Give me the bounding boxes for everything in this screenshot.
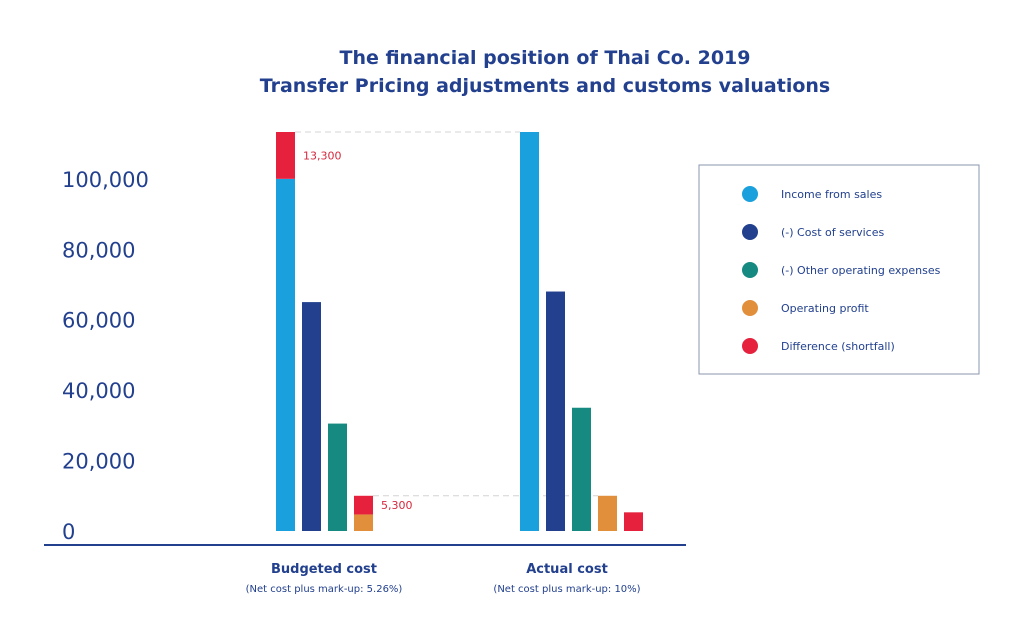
legend-label-cost-of-services: (-) Cost of services xyxy=(781,226,885,239)
category-label-budgeted: Budgeted cost xyxy=(271,562,377,577)
bar-actual-cost-operating-profit xyxy=(598,495,617,531)
y-tick-label: 20,000 xyxy=(62,450,135,474)
bar-actual-cost-difference-shortfall xyxy=(624,512,643,531)
bar-budgeted-cost-income-from-sales xyxy=(276,178,295,532)
y-tick-label: 40,000 xyxy=(62,379,135,403)
legend-marker-operating-profit xyxy=(742,300,758,316)
category-sublabel-actual: (Net cost plus mark-up: 10%) xyxy=(493,584,640,595)
legend-marker-other-operating-expenses xyxy=(742,262,758,278)
y-tick-label: 0 xyxy=(62,520,75,544)
legend-marker-income-from-sales xyxy=(742,186,758,202)
y-tick-label: 60,000 xyxy=(62,309,135,333)
bar-actual-cost-other-operating-expenses xyxy=(572,407,591,531)
chart-title: The financial position of Thai Co. 2019 … xyxy=(260,47,831,97)
chart-title-line-2: Transfer Pricing adjustments and customs… xyxy=(260,75,831,97)
data-label-difference: 13,300 xyxy=(303,149,342,162)
bar-budgeted-cost-difference-on-operating-profit xyxy=(354,495,373,515)
y-tick-label: 100,000 xyxy=(62,168,149,192)
bar-actual-cost-income-from-sales xyxy=(520,132,539,531)
x-axis: Budgeted cost (Net cost plus mark-up: 5.… xyxy=(246,562,641,595)
bar-budgeted-cost-difference-on-income-from-sales xyxy=(276,132,295,179)
legend-marker-cost-of-services xyxy=(742,224,758,240)
reference-lines xyxy=(295,131,598,497)
legend-label-income-from-sales: Income from sales xyxy=(781,188,882,201)
bar-budgeted-cost-operating-profit xyxy=(354,514,373,531)
category-sublabel-budgeted: (Net cost plus mark-up: 5.26%) xyxy=(246,584,403,595)
legend: Income from sales (-) Cost of services (-)… xyxy=(698,164,980,375)
bars xyxy=(276,132,643,532)
y-axis: 0 20,000 40,000 60,000 80,000 100,000 xyxy=(62,168,149,544)
bar-budgeted-cost-cost-of-services xyxy=(302,302,321,531)
legend-label-difference-shortfall: Difference (shortfall) xyxy=(781,340,895,353)
bar-actual-cost-cost-of-services xyxy=(546,291,565,531)
chart-title-line-1: The financial position of Thai Co. 2019 xyxy=(339,47,750,69)
legend-label-other-operating-expenses: (-) Other operating expenses xyxy=(781,264,941,277)
data-label-difference: 5,300 xyxy=(381,499,413,512)
category-label-actual: Actual cost xyxy=(526,562,608,577)
data-labels: 13,300 5,300 xyxy=(303,149,413,512)
y-tick-label: 80,000 xyxy=(62,238,135,262)
legend-label-operating-profit: Operating profit xyxy=(781,302,869,315)
legend-marker-difference-shortfall xyxy=(742,338,758,354)
bar-budgeted-cost-other-operating-expenses xyxy=(328,423,347,531)
